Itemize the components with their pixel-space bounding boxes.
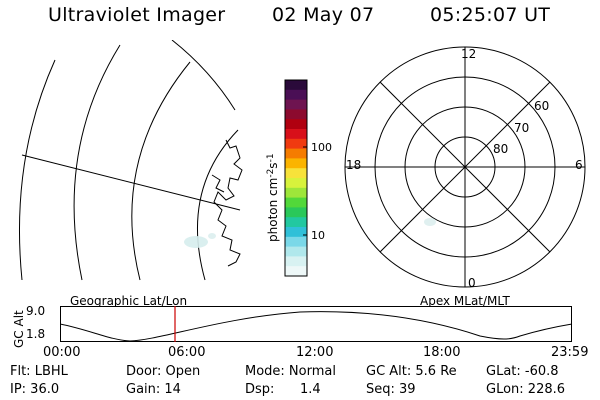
colorbar-tick-100: 100	[311, 141, 332, 154]
lat-label-80: 80	[493, 142, 508, 156]
mlt-label-18: 18	[346, 158, 361, 172]
longitude-line	[21, 154, 241, 211]
timeline-right-title: Apex MLat/MLT	[420, 294, 510, 308]
status-gc-alt: GC Alt: 5.6 Re	[366, 364, 457, 379]
status-dsp-label: Dsp:	[245, 382, 275, 397]
instrument-title: Ultraviolet Imager	[48, 4, 226, 26]
colorbar-swatch	[285, 256, 307, 267]
timeline-ytick-low: 1.8	[26, 327, 46, 341]
lat-label-60: 60	[534, 99, 549, 113]
status-ip: IP: 36.0	[10, 382, 60, 397]
colorbar-swatch	[285, 217, 307, 228]
date-label: 02 May 07	[272, 4, 375, 26]
colorbar-swatch	[285, 236, 307, 248]
colorbar-swatch	[285, 207, 307, 218]
latitude-arc	[73, 44, 121, 281]
colorbar-swatch	[285, 129, 307, 140]
timeline-xtick-0600: 06:00	[168, 345, 206, 360]
status-filter: Flt: LBHL	[10, 364, 68, 379]
status-seq: Seq: 39	[366, 382, 416, 397]
altitude-curve	[60, 311, 573, 342]
colorbar-swatch	[285, 266, 307, 277]
status-mode: Mode: Normal	[245, 364, 336, 379]
colorbar-swatch	[285, 158, 307, 169]
status-gain: Gain: 14	[126, 382, 181, 397]
colorbar-swatch	[285, 227, 307, 238]
latitude-arc	[131, 61, 191, 281]
colorbar-swatch	[285, 138, 307, 150]
aurora-patch	[208, 233, 216, 239]
colorbar-swatch	[285, 99, 307, 110]
colorbar-swatch	[285, 80, 307, 91]
timeline-ytick-high: 9.0	[26, 304, 46, 318]
timeline-xtick-1200: 12:00	[296, 345, 334, 360]
timeline-yaxis-label: GC Alt	[12, 310, 26, 348]
colorbar-swatch	[285, 109, 307, 120]
aurora-patch	[184, 236, 208, 248]
colorbar-swatch	[285, 197, 307, 208]
colorbar-swatch	[285, 119, 307, 130]
geographic-map	[19, 40, 243, 281]
colorbar-swatch	[285, 168, 307, 179]
colorbar-swatch	[285, 148, 307, 159]
coastline	[211, 174, 225, 193]
status-glat: GLat: -60.8	[486, 364, 559, 379]
lat-label-70: 70	[514, 121, 529, 135]
timeline-xtick-1800: 18:00	[423, 345, 461, 360]
timeline-xtick-0000: 00:00	[43, 345, 81, 360]
polar-mlt-plot: 12 0 18 6 60 70 80	[344, 46, 586, 290]
colorbar-tick-10: 10	[311, 229, 325, 242]
latitude-arc	[171, 40, 236, 111]
colorbar-label: photon cm-2s-1	[266, 153, 280, 242]
status-dsp-value: 1.4	[300, 382, 321, 397]
time-label: 05:25:07 UT	[430, 4, 551, 26]
colorbar-swatch	[285, 89, 307, 101]
timeline-xtick-2359: 23:59	[551, 345, 589, 360]
coastline	[213, 139, 243, 267]
colorbar-swatch	[285, 246, 307, 257]
altitude-timeline	[60, 306, 573, 342]
timeline-left-title: Geographic Lat/Lon	[70, 294, 188, 308]
latitude-arc	[196, 129, 239, 281]
colorbar: 100 10 photon cm-2s-1	[266, 79, 332, 277]
latitude-arc	[19, 59, 56, 281]
mlt-label-6: 6	[575, 158, 583, 172]
mlt-label-12: 12	[461, 47, 476, 61]
mlt-label-0: 0	[468, 276, 476, 290]
colorbar-swatch	[285, 178, 307, 189]
status-door: Door: Open	[126, 364, 201, 379]
colorbar-swatch	[285, 187, 307, 199]
status-glon: GLon: 228.6	[486, 382, 566, 397]
